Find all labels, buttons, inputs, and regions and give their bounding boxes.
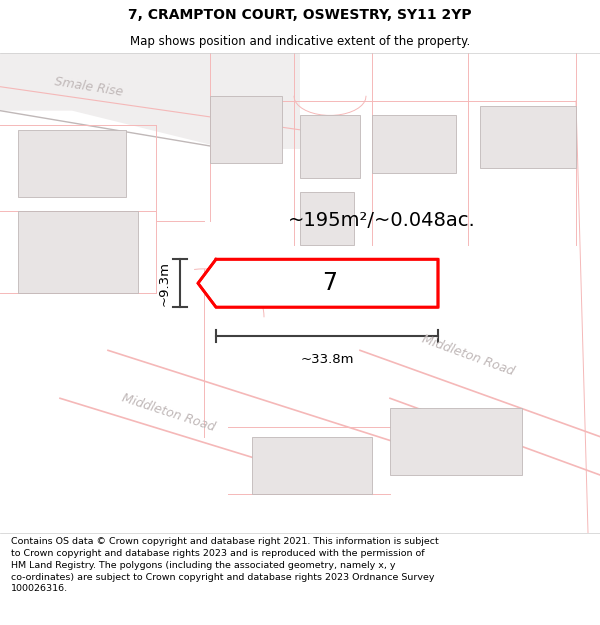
Polygon shape: [0, 53, 300, 149]
Text: ~9.3m: ~9.3m: [158, 261, 171, 306]
Text: Middleton Road: Middleton Road: [420, 332, 516, 378]
Text: Contains OS data © Crown copyright and database right 2021. This information is : Contains OS data © Crown copyright and d…: [11, 537, 439, 593]
Text: Map shows position and indicative extent of the property.: Map shows position and indicative extent…: [130, 35, 470, 48]
Bar: [390, 408, 522, 475]
Text: ~195m²/~0.048ac.: ~195m²/~0.048ac.: [288, 211, 476, 231]
Bar: [210, 96, 282, 163]
Bar: [300, 192, 354, 245]
Text: 7: 7: [323, 271, 337, 295]
Bar: [372, 116, 456, 173]
Bar: [18, 211, 138, 292]
Bar: [300, 116, 360, 178]
Bar: [252, 437, 372, 494]
Text: Middleton Road: Middleton Road: [120, 391, 217, 434]
Bar: [18, 130, 126, 197]
Bar: [480, 106, 576, 168]
Text: 7, CRAMPTON COURT, OSWESTRY, SY11 2YP: 7, CRAMPTON COURT, OSWESTRY, SY11 2YP: [128, 8, 472, 22]
Polygon shape: [198, 259, 438, 308]
Text: Smale Rise: Smale Rise: [54, 75, 124, 99]
Text: ~33.8m: ~33.8m: [300, 352, 354, 366]
